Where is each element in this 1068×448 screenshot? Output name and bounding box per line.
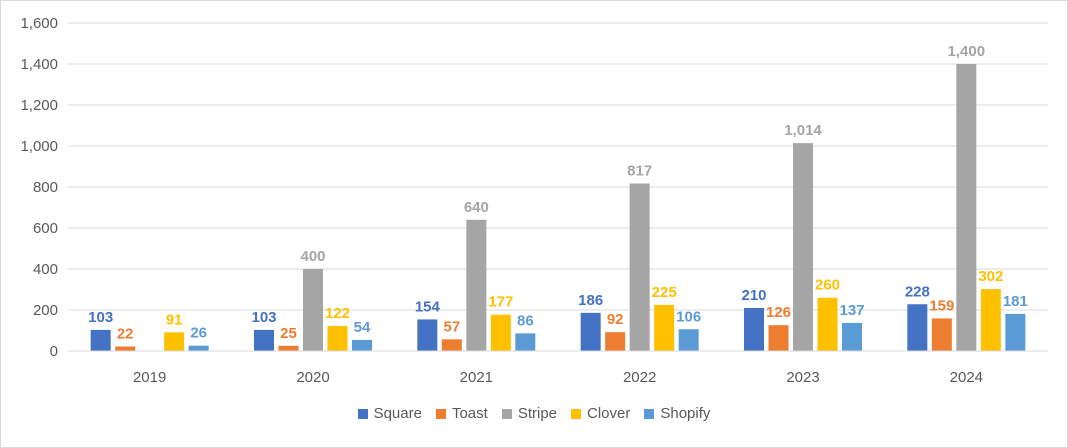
legend-item-shopify: Shopify [644,405,710,422]
bar-shopify-2019 [188,345,209,351]
legend-item-clover: Clover [571,405,630,422]
legend-label: Shopify [660,405,711,422]
legend-label: Square [373,405,422,422]
data-label-shopify-2020: 54 [354,319,371,336]
y-tick-label: 1,200 [20,97,58,114]
bar-shopify-2022 [678,329,699,351]
data-label-toast-2021: 57 [443,318,460,335]
data-label-clover-2024: 302 [978,268,1003,285]
bar-clover-2022 [654,304,675,351]
data-label-shopify-2024: 181 [1003,293,1028,310]
bar-stripe-2024 [956,64,977,351]
bar-stripe-2023 [793,143,813,351]
bar-toast-2023 [768,325,789,351]
data-label-toast-2024: 159 [929,297,954,314]
y-tick-label: 1,000 [20,138,58,155]
y-tick-label: 1,400 [20,56,58,73]
data-label-shopify-2019: 26 [190,325,207,342]
bar-clover-2019 [164,332,185,351]
legend-label: Stripe [517,405,557,422]
bar-square-2024 [907,304,928,351]
data-label-clover-2023: 260 [815,277,840,294]
data-label-shopify-2022: 106 [676,308,701,325]
bar-stripe-2020 [303,269,323,351]
x-tick-label: 2021 [460,369,493,386]
bar-shopify-2020 [352,339,372,351]
data-label-clover-2020: 122 [325,305,350,322]
data-label-toast-2020: 25 [280,325,297,342]
bar-stripe-2021 [466,219,487,351]
legend-swatch [501,408,512,419]
bar-toast-2020 [278,345,299,351]
x-tick-label: 2022 [623,369,656,386]
data-label-shopify-2023: 137 [839,302,864,319]
x-tick-label: 2023 [786,369,819,386]
bar-clover-2024 [980,289,1001,351]
bar-shopify-2024 [1005,313,1026,351]
data-label-stripe-2022: 817 [627,163,652,180]
bar-clover-2021 [490,314,511,351]
data-label-clover-2019: 91 [166,311,183,328]
legend-swatch [644,408,655,419]
data-label-square-2021: 154 [415,298,441,315]
data-label-stripe-2021: 640 [464,199,489,216]
bar-toast-2022 [605,332,626,351]
bar-toast-2021 [441,339,462,351]
x-tick-label: 2020 [296,369,329,386]
data-label-clover-2021: 177 [488,294,513,311]
bar-square-2019 [90,329,111,351]
data-label-square-2022: 186 [578,292,603,309]
legend-item-toast: Toast [435,405,488,422]
chart-legend: Square Toast Stripe Clover Shopify [0,405,1068,422]
y-tick-label: 800 [33,179,58,196]
data-label-square-2024: 228 [905,283,930,300]
data-label-toast-2019: 22 [117,325,134,342]
bar-shopify-2021 [515,333,536,351]
x-tick-label: 2019 [133,369,166,386]
bar-clover-2020 [327,325,348,351]
data-label-square-2020: 103 [251,309,276,326]
y-tick-label: 200 [33,302,58,319]
bar-clover-2023 [817,297,838,351]
y-tick-label: 600 [33,220,58,237]
bar-toast-2024 [931,318,952,351]
x-tick-label: 2024 [950,369,983,386]
bar-square-2020 [254,329,274,351]
legend-label: Toast [451,405,488,422]
data-label-stripe-2023: 1,014 [784,122,822,139]
bar-stripe-2022 [629,183,650,351]
bar-shopify-2023 [842,322,862,351]
data-label-shopify-2021: 86 [517,312,534,329]
legend-swatch [571,408,581,419]
data-label-toast-2023: 126 [766,304,791,321]
bar-square-2021 [417,319,438,351]
bar-square-2022 [580,312,601,351]
data-label-stripe-2024: 1,400 [948,43,986,60]
data-label-square-2023: 210 [741,287,766,304]
y-tick-label: 0 [50,343,58,360]
legend-swatch [357,408,368,419]
legend-label: Clover [587,405,631,422]
legend-swatch [435,408,446,419]
y-tick-label: 1,600 [20,15,58,32]
bar-square-2023 [744,307,764,351]
data-label-stripe-2020: 400 [300,248,325,265]
y-tick-label: 400 [33,261,58,278]
data-label-square-2019: 103 [88,309,113,326]
data-label-toast-2022: 92 [607,311,624,328]
bar-chart: 02004006008001,0001,2001,4001,6001032291… [20,15,1048,386]
data-label-clover-2022: 225 [652,284,677,301]
legend-item-square: Square [357,405,422,422]
legend-item-stripe: Stripe [501,405,557,422]
bar-toast-2019 [115,346,136,351]
